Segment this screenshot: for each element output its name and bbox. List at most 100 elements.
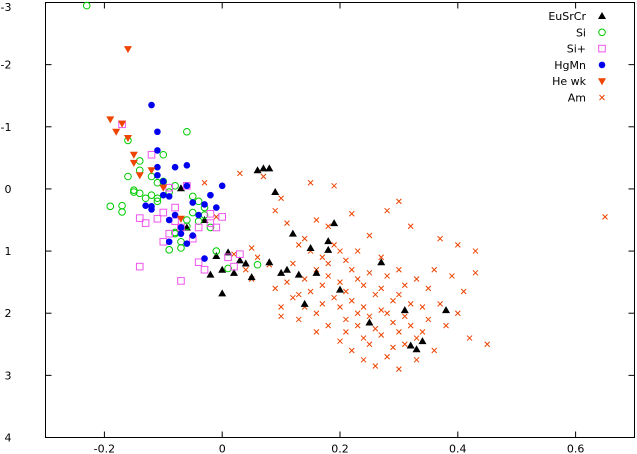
data-point <box>400 306 409 314</box>
data-point <box>454 242 461 248</box>
data-point <box>325 273 332 279</box>
data-point <box>201 255 208 262</box>
legend-label: Si <box>576 26 586 39</box>
data-point <box>372 291 379 298</box>
data-point <box>200 216 209 223</box>
data-point <box>449 273 455 279</box>
data-point <box>396 366 402 372</box>
data-point <box>454 310 461 317</box>
data-point <box>247 273 256 281</box>
data-point <box>147 167 156 175</box>
data-point <box>319 282 326 289</box>
data-point <box>443 322 449 329</box>
data-point <box>183 216 191 224</box>
data-point <box>165 246 173 254</box>
data-point <box>337 279 343 285</box>
data-point <box>153 197 162 206</box>
data-point <box>384 273 390 279</box>
data-point <box>213 214 220 220</box>
data-point <box>171 217 179 226</box>
data-point <box>123 46 132 54</box>
data-point <box>171 203 179 212</box>
data-point <box>237 170 243 177</box>
data-point <box>418 337 427 345</box>
data-point <box>384 310 390 317</box>
data-point <box>183 182 191 190</box>
data-point <box>165 183 173 192</box>
data-point <box>301 235 308 242</box>
data-point <box>377 258 386 266</box>
data-point <box>153 214 162 223</box>
legend-marker <box>599 94 605 101</box>
data-point <box>384 353 390 360</box>
data-point <box>602 214 608 220</box>
data-point <box>159 237 168 246</box>
data-point <box>201 201 208 208</box>
data-point <box>390 297 396 304</box>
data-point <box>472 269 479 276</box>
data-point <box>312 268 321 276</box>
data-point <box>177 244 185 252</box>
data-point <box>130 188 138 196</box>
data-point <box>437 235 443 242</box>
data-point <box>319 301 326 307</box>
data-point <box>135 157 144 165</box>
data-point <box>396 291 402 298</box>
data-point <box>365 318 374 326</box>
data-point <box>176 215 185 223</box>
data-point <box>183 182 191 190</box>
data-point <box>176 184 185 192</box>
data-point <box>218 265 227 273</box>
data-point <box>354 322 361 329</box>
data-point <box>325 223 332 230</box>
data-point <box>343 316 349 323</box>
data-point <box>118 201 126 210</box>
data-point <box>431 266 438 273</box>
data-point <box>354 310 361 317</box>
data-point <box>419 329 426 335</box>
data-point <box>337 248 343 254</box>
data-point <box>218 182 226 190</box>
series-si- <box>118 120 244 285</box>
data-point <box>177 230 185 237</box>
data-point <box>360 304 367 310</box>
data-point <box>343 257 349 264</box>
data-point <box>135 189 144 198</box>
data-point <box>188 208 197 217</box>
y-axis: -3 -2 -1 0 1 2 3 4 <box>1 1 635 445</box>
data-point <box>147 191 156 199</box>
data-point <box>348 347 355 354</box>
data-point <box>442 306 451 314</box>
data-point <box>278 195 284 202</box>
data-point <box>413 276 420 282</box>
data-point <box>165 229 173 238</box>
y-tick-label: -1 <box>1 121 12 134</box>
data-point <box>290 260 296 267</box>
data-point <box>425 316 432 323</box>
data-point <box>123 134 132 142</box>
data-point <box>360 335 367 341</box>
data-point <box>154 147 161 154</box>
data-point <box>206 223 215 232</box>
series-am <box>201 170 608 372</box>
data-point <box>259 164 268 172</box>
data-point <box>324 245 333 253</box>
data-point <box>159 150 168 159</box>
data-point <box>343 288 349 295</box>
data-point <box>401 313 408 320</box>
data-point <box>331 182 337 189</box>
data-point <box>124 172 132 181</box>
data-point <box>348 297 355 304</box>
data-point <box>135 214 144 222</box>
data-point <box>129 159 138 167</box>
data-point <box>401 282 408 289</box>
data-point <box>313 310 320 317</box>
data-point <box>306 243 315 251</box>
series-he-wk <box>106 46 185 223</box>
data-point <box>212 223 221 232</box>
x-tick-label: 0.4 <box>449 443 467 454</box>
legend-marker <box>598 78 606 86</box>
data-point <box>413 335 420 341</box>
y-tick-label: -3 <box>1 1 12 14</box>
y-tick-label: -2 <box>1 59 12 72</box>
